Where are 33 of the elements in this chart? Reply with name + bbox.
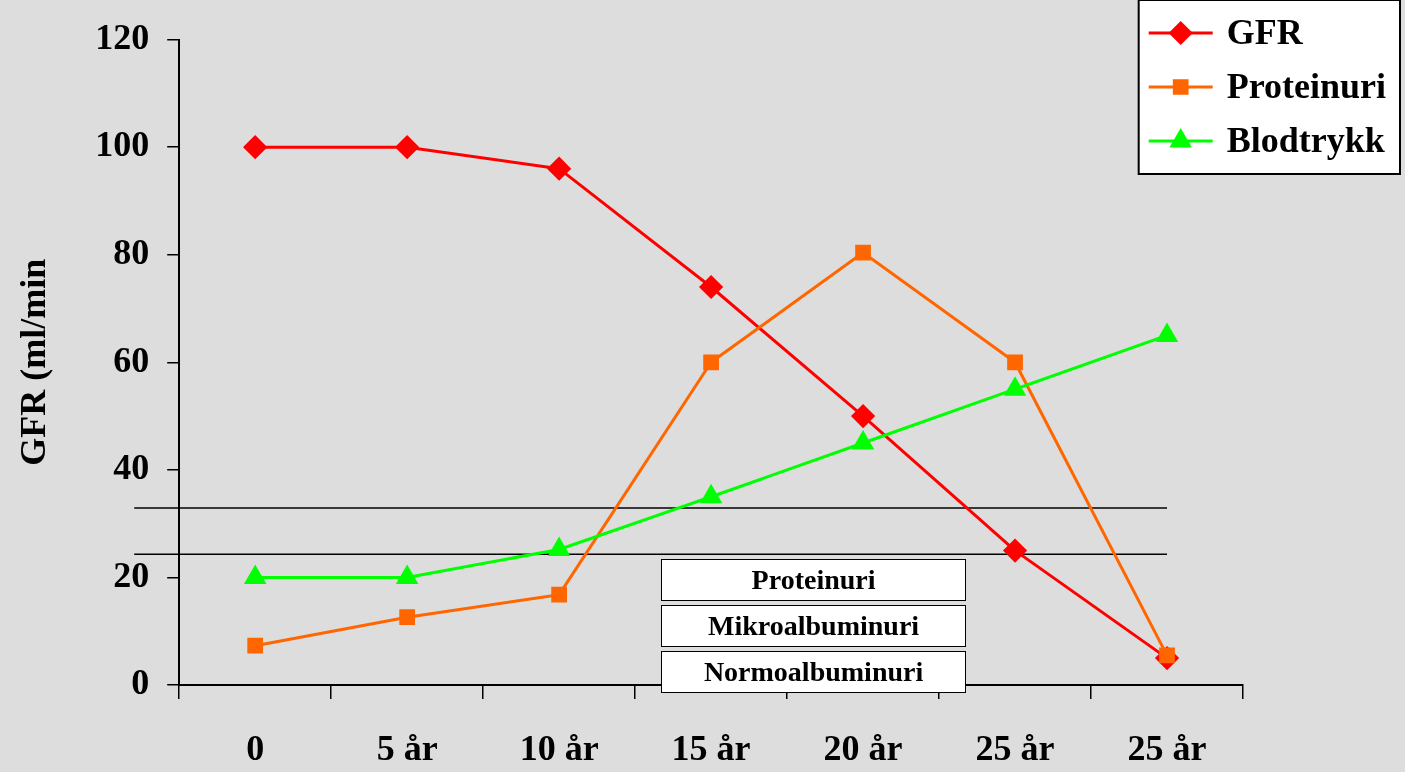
y-tick-label: 0: [131, 662, 150, 703]
y-tick-label: 100: [95, 124, 150, 165]
point: [243, 135, 267, 159]
x-tick-label: 5 år: [376, 727, 438, 768]
point: [551, 586, 567, 603]
label-box: Proteinuri: [661, 559, 967, 601]
x-tick-label: 15 år: [671, 727, 751, 768]
y-tick-label: 60: [113, 339, 150, 380]
y-tick-label: 120: [95, 16, 150, 57]
legend-label: Proteinuri: [1226, 66, 1386, 107]
point: [699, 275, 723, 299]
label-box: Mikroalbuminuri: [661, 605, 967, 647]
x-tick-label: 20 år: [823, 727, 903, 768]
point: [247, 637, 264, 654]
point: [1003, 539, 1027, 563]
y-tick-label: 20: [113, 554, 150, 595]
y-tick-label: 40: [113, 447, 150, 488]
point: [1007, 354, 1023, 371]
label-box: Normoalbuminuri: [661, 651, 967, 693]
legend-label: GFR: [1226, 12, 1304, 53]
point: [395, 135, 419, 159]
point: [703, 354, 719, 371]
x-tick-label: 10 år: [519, 727, 599, 768]
y-axis-title: GFR (ml/min: [12, 258, 53, 466]
y-tick-label: 80: [113, 232, 150, 273]
x-tick-label: 0: [246, 727, 265, 768]
x-tick-label: 25 år: [1127, 727, 1207, 768]
point: [547, 157, 571, 181]
x-tick-label: 25 år: [975, 727, 1055, 768]
point: [399, 609, 416, 626]
point: [855, 244, 871, 261]
legend-label: Blodtrykk: [1226, 120, 1385, 161]
point: [851, 404, 875, 428]
